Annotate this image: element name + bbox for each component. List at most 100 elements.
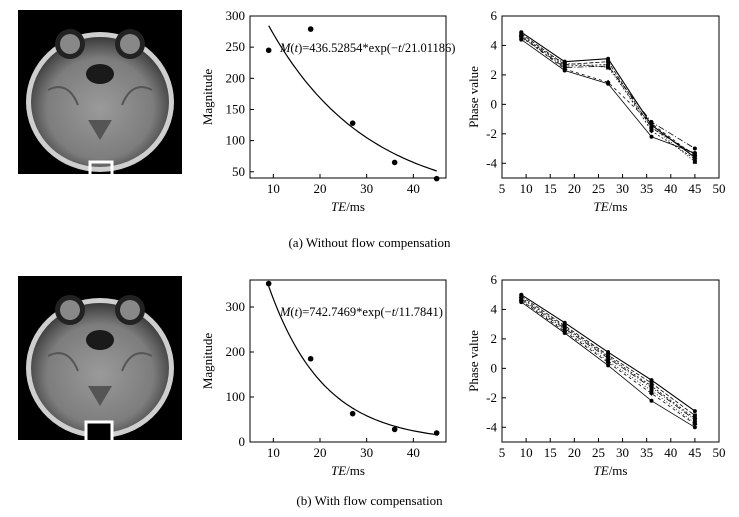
- y-tick-label: 6: [491, 272, 498, 287]
- x-tick-label: 20: [568, 181, 581, 196]
- series-point: [605, 359, 611, 365]
- series-point: [648, 390, 654, 396]
- series-point: [562, 61, 567, 66]
- mri-image-b: [18, 276, 182, 440]
- x-tick-label: 15: [544, 181, 557, 196]
- series-point: [649, 381, 654, 386]
- y-tick-label: 0: [491, 96, 498, 111]
- x-tick-label: 10: [520, 445, 533, 460]
- y-tick-label: -2: [486, 126, 497, 141]
- y-tick-label: 250: [226, 39, 246, 54]
- series-point: [692, 413, 697, 418]
- y-axis-label: Magnitude: [200, 333, 215, 390]
- series-point: [649, 124, 654, 129]
- y-tick-label: -4: [486, 419, 497, 434]
- fit-equation: M(t)=742.7469*exp(−t/11.7841): [279, 305, 443, 319]
- series-line-s1: [520, 31, 696, 158]
- x-tick-label: 20: [314, 181, 327, 196]
- y-tick-label: 0: [239, 434, 246, 449]
- series-point: [692, 409, 697, 414]
- x-tick-label: 5: [499, 445, 506, 460]
- y-tick-label: 200: [226, 344, 246, 359]
- x-tick-label: 10: [267, 445, 280, 460]
- fit-curve: [268, 286, 437, 436]
- plot-frame: [501, 279, 720, 443]
- series-point: [606, 59, 611, 64]
- x-tick-label: 30: [616, 445, 629, 460]
- y-tick-label: 100: [226, 133, 246, 148]
- series-point: [606, 363, 611, 368]
- x-tick-label: 35: [640, 181, 653, 196]
- data-point: [307, 355, 314, 362]
- x-tick-label: 45: [688, 181, 701, 196]
- y-tick-label: 4: [491, 301, 498, 316]
- x-tick-label: 20: [568, 445, 581, 460]
- data-point: [349, 120, 356, 126]
- data-point: [391, 159, 398, 166]
- data-point: [433, 430, 440, 436]
- x-tick-label: 25: [592, 445, 605, 460]
- series-line-s6: [521, 36, 696, 157]
- series-point: [606, 65, 611, 70]
- y-axis-label: Phase value: [466, 66, 481, 128]
- magnitude-chart-a: 10 20 30 40 50 100 150 200 250 300 TE/ms Magnitude M…: [200, 8, 455, 214]
- x-tick-label: 50: [713, 445, 726, 460]
- x-tick-label: 35: [640, 445, 653, 460]
- data-point: [349, 410, 356, 417]
- fit-curve: [268, 25, 437, 172]
- y-tick-label: 100: [226, 389, 246, 404]
- x-axis-label: TE/ms: [331, 463, 365, 478]
- plot-frame: [249, 15, 447, 179]
- series-point: [692, 425, 697, 430]
- series-point: [692, 150, 697, 155]
- y-tick-label: 200: [226, 70, 246, 85]
- series-point: [519, 37, 524, 42]
- data-point: [307, 26, 314, 32]
- series-point: [692, 153, 698, 159]
- x-tick-label: 20: [314, 445, 327, 460]
- caption-b: (b) With flow compensation: [296, 493, 443, 508]
- y-tick-label: 300: [226, 299, 246, 314]
- series-point: [649, 388, 654, 393]
- y-tick-label: 2: [491, 67, 498, 82]
- plot-frame: [249, 279, 447, 443]
- series-point: [606, 81, 611, 86]
- phase-chart-a: 5 10 15 20 25 30 35 40 45 50 -4 -2 0 2 4 6 TE/ms Phase va…: [466, 8, 726, 214]
- series-point: [562, 68, 567, 73]
- mri-image-a: [18, 10, 182, 174]
- series-point: [692, 159, 697, 164]
- x-tick-label: 40: [664, 445, 677, 460]
- x-axis-label: TE/ms: [331, 199, 365, 214]
- y-tick-label: 0: [491, 360, 498, 375]
- series-point: [649, 398, 654, 403]
- y-tick-label: -2: [486, 390, 497, 405]
- fit-equation: M(t)=436.52854*exp(−t/21.01186): [279, 41, 455, 55]
- x-axis-label: TE/ms: [594, 199, 628, 214]
- y-tick-label: 300: [226, 8, 246, 23]
- series-point: [648, 121, 654, 127]
- y-tick-label: 6: [491, 8, 498, 23]
- x-tick-label: 10: [520, 181, 533, 196]
- x-axis-label: TE/ms: [594, 463, 628, 478]
- series-point: [518, 34, 524, 40]
- x-tick-label: 40: [664, 181, 677, 196]
- x-tick-label: 30: [360, 181, 373, 196]
- x-tick-label: 30: [360, 445, 373, 460]
- series-point: [519, 300, 524, 305]
- caption-a: (a) Without flow compensation: [288, 235, 451, 250]
- roi-box: [88, 160, 114, 174]
- y-tick-label: 2: [491, 331, 498, 346]
- x-tick-label: 45: [688, 445, 701, 460]
- x-tick-label: 30: [616, 181, 629, 196]
- y-tick-label: 50: [232, 164, 245, 179]
- series-point: [562, 331, 567, 336]
- y-tick-label: 4: [491, 37, 498, 52]
- y-tick-label: -4: [486, 155, 497, 170]
- x-tick-label: 5: [499, 181, 506, 196]
- y-tick-label: 150: [226, 101, 246, 116]
- series-point: [692, 146, 697, 151]
- x-tick-label: 40: [407, 445, 420, 460]
- x-tick-label: 15: [544, 445, 557, 460]
- data-point: [265, 280, 272, 287]
- x-tick-label: 50: [713, 181, 726, 196]
